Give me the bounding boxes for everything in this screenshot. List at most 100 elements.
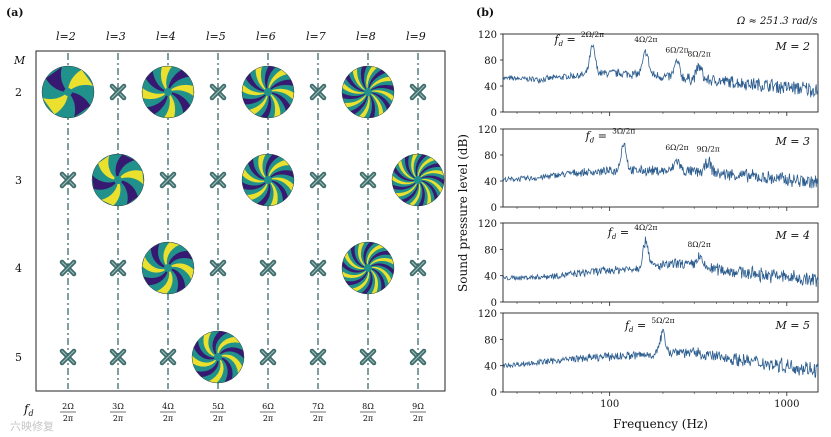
disc-lobe (418, 180, 431, 205)
disc-edge (141, 65, 195, 119)
cross-highlight (361, 173, 375, 187)
disc-lobe (212, 331, 228, 357)
cross-highlight (261, 261, 275, 275)
freq-numerator: 2Ω (62, 402, 74, 411)
disc-lobe (415, 154, 427, 180)
mode-shape-disc (391, 153, 445, 207)
disc-lobe (248, 158, 268, 180)
cross-highlight (311, 350, 325, 364)
disc-lobe (255, 66, 268, 92)
disc-center (214, 353, 222, 361)
mode-shape-disc (241, 65, 295, 119)
fd-equals: = (616, 226, 629, 239)
l-value: 7 (319, 30, 326, 43)
l-label: l=2 (56, 30, 76, 43)
mode-shape-disc (91, 153, 145, 207)
spectrum-line (502, 142, 819, 189)
disc-lobe (368, 84, 394, 92)
disc-lobe (143, 268, 168, 286)
spectrum-line (502, 236, 819, 287)
freq-numerator: 7Ω (312, 402, 324, 411)
disc-lobe (193, 340, 218, 360)
cross-marker (209, 259, 227, 277)
fd-letter: f (607, 226, 614, 239)
disc-lobe (168, 250, 193, 268)
disc-lobe (405, 155, 418, 180)
spectrum-subplot: 0 40 80 120 fd = 5Ω/2π M = 5 (478, 309, 819, 399)
fd-subscript: d (590, 136, 595, 144)
disc-lobe (401, 180, 419, 203)
cross-marker (409, 348, 427, 366)
x-tick-label: 100 (600, 399, 619, 410)
disc-lobe (352, 68, 368, 92)
disc-lobe (393, 167, 418, 182)
cross-marker (309, 171, 327, 189)
fd-letter: f (585, 129, 592, 142)
peak-label: 5Ω/2π (651, 316, 674, 325)
cross-highlight (411, 85, 425, 99)
disc-lobe (218, 357, 233, 383)
y-tick-label: 0 (491, 388, 497, 399)
disc-lobe (345, 74, 368, 92)
freq-numerator: 9Ω (412, 402, 424, 411)
disc-lobe (246, 180, 268, 200)
y-axis-title: Sound pressure level (dB) (456, 134, 470, 292)
disc-lobe (366, 244, 384, 268)
disc-lobe (368, 92, 376, 118)
disc-lobe (268, 160, 290, 180)
disc-lobe (196, 357, 219, 378)
watermark-text: 六映修复 (10, 419, 54, 433)
fd-annotation: fd = (624, 319, 646, 334)
disc-lobe (359, 92, 370, 118)
freq-denominator: 2π (163, 414, 173, 423)
disc-edge (241, 153, 295, 207)
disc-center (264, 176, 272, 184)
peak-label: 4Ω/2π (634, 223, 657, 232)
disc-lobe (98, 155, 118, 180)
cross-marker (109, 259, 127, 277)
panel-b-label: (b) (476, 6, 494, 19)
disc-lobe (258, 154, 268, 180)
cross-highlight (161, 173, 175, 187)
y-tick-label: 0 (491, 108, 497, 119)
l-prefix: l= (306, 30, 319, 43)
disc-center (364, 88, 372, 96)
disc-lobe (217, 336, 240, 357)
disc-lobe (350, 245, 368, 268)
spectrum-subplot: 0 40 80 120 fd = 3Ω/2π 6Ω/2π 9Ω/2π M = 3 (478, 125, 819, 214)
disc-lobe (268, 88, 294, 100)
l-value: 2 (68, 30, 76, 43)
x-axis-title: Frequency (Hz) (613, 417, 708, 431)
disc-lobe (160, 66, 173, 92)
disc-lobe (242, 92, 268, 105)
disc-lobe (168, 69, 189, 92)
freq-denominator: 2π (213, 414, 223, 423)
l-prefix: l= (206, 30, 219, 43)
disc-center (64, 88, 72, 96)
l-value: 4 (168, 30, 176, 43)
fd-letter: f (624, 319, 631, 332)
disc-lobe (368, 268, 378, 294)
mode-shape-disc (41, 65, 95, 119)
peak-label: 6Ω/2π (665, 46, 688, 55)
disc-lobe (192, 355, 218, 367)
l-value: 9 (419, 30, 426, 43)
y-tick-label: 120 (478, 125, 497, 136)
disc-lobe (218, 347, 244, 359)
disc-lobe (163, 242, 180, 268)
disc-lobe (150, 243, 168, 268)
disc-lobe (68, 92, 91, 118)
cross-highlight (361, 350, 375, 364)
disc-lobe (368, 250, 391, 268)
disc-lobe (260, 92, 272, 118)
freq-denominator: 2π (63, 414, 73, 423)
spectrum-line (502, 43, 819, 98)
mode-shape-disc (141, 65, 195, 119)
subplot-frame (502, 222, 819, 303)
disc-lobe (392, 180, 418, 190)
freq-denominator: 2π (413, 414, 423, 423)
disc-lobe (342, 83, 368, 94)
disc-lobe (268, 177, 294, 191)
freq-numerator: 5Ω (212, 402, 224, 411)
fd-label: fd (23, 402, 34, 418)
